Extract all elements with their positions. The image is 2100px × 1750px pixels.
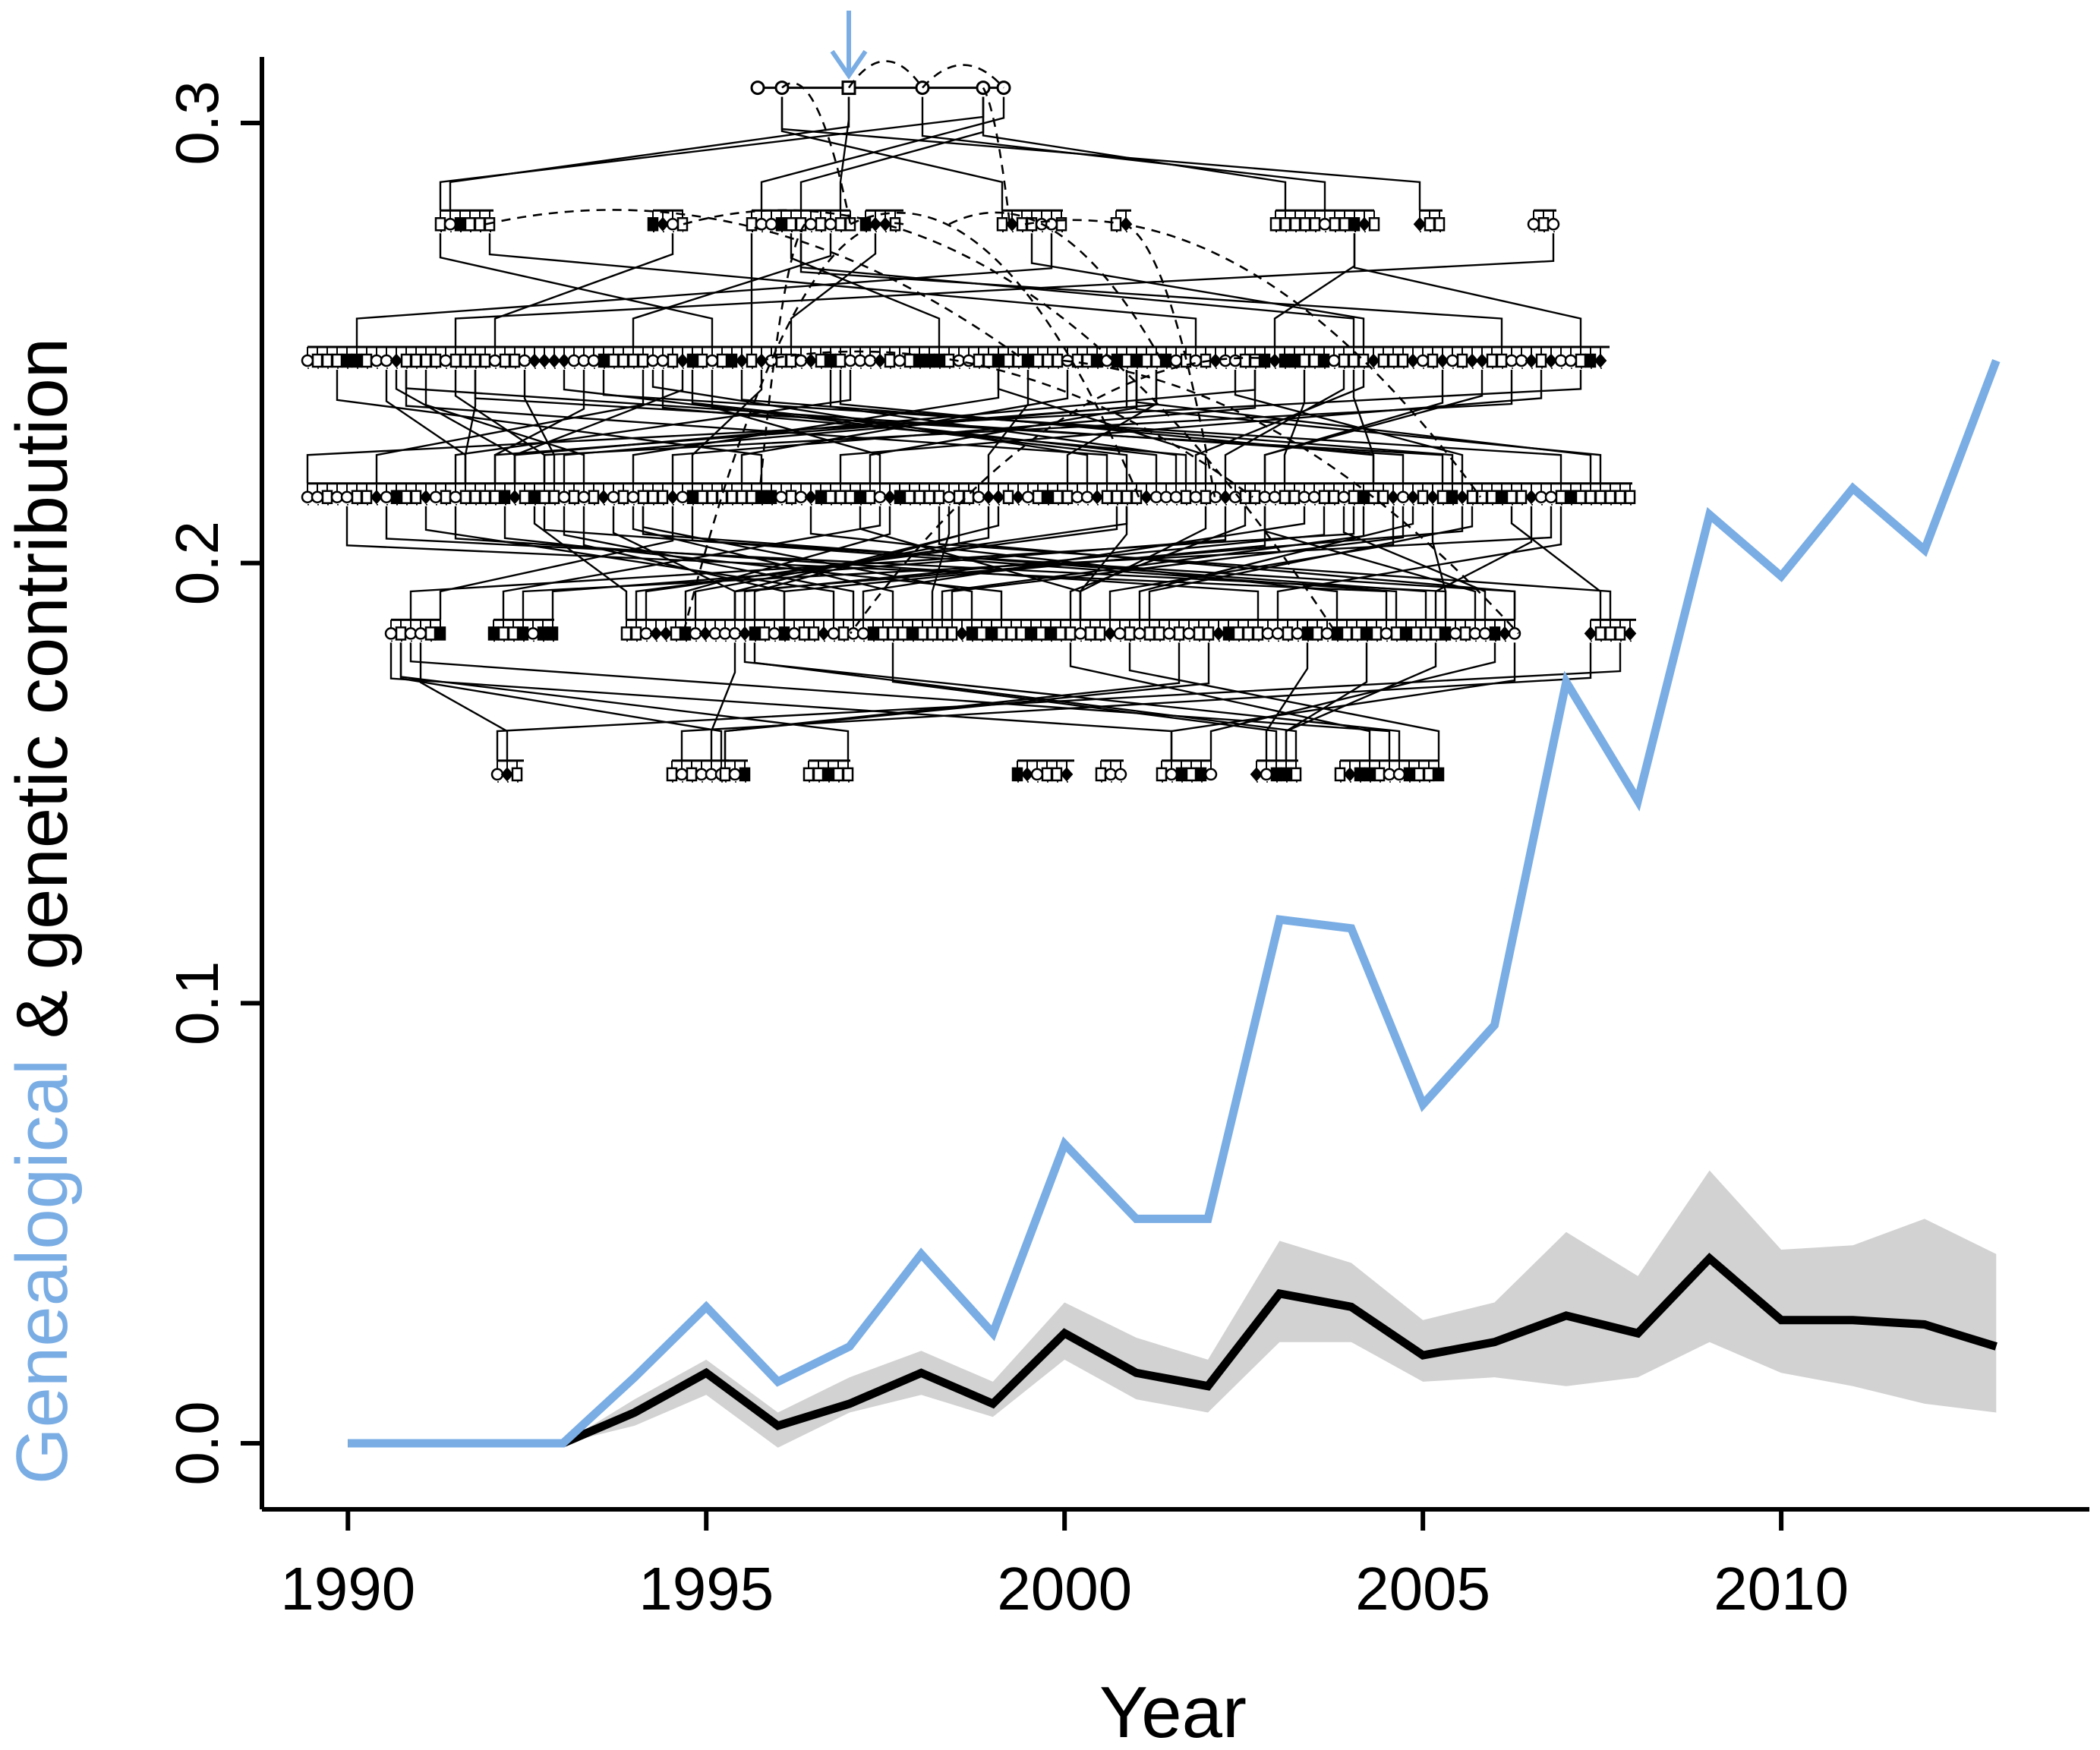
- pedigree-links: [306, 96, 1622, 761]
- y-tick-label: 0.3: [163, 80, 231, 165]
- x-tick-label: 2000: [997, 1555, 1132, 1622]
- pedigree-inset: [301, 11, 1637, 783]
- y-tick-label: 0.2: [163, 521, 231, 605]
- y-axis-title: Genealogical & genetic contribution: [2, 338, 83, 1484]
- y-axis-ticks: 0.0 0.1 0.2 0.3: [163, 80, 262, 1486]
- pedigree-cross-links: [485, 60, 1519, 635]
- y-axis-title-genetic: & genetic contribution: [2, 338, 83, 1059]
- axes: 1990 1995 2000 2005 2010 0.0 0.1 0.2 0.3: [163, 57, 2089, 1622]
- focal-individual-arrowhead: [830, 49, 868, 80]
- x-tick-label: 2010: [1714, 1555, 1849, 1622]
- pedigree-generation-4: [301, 482, 1636, 506]
- pedigree-generation-1: [750, 80, 1011, 96]
- x-tick-label: 1990: [280, 1555, 415, 1622]
- y-tick-label: 0.0: [163, 1401, 231, 1485]
- x-axis-ticks: 1990 1995 2000 2005 2010: [280, 1509, 1849, 1622]
- pedigree-generation-6: [490, 759, 1445, 783]
- x-tick-label: 1995: [639, 1555, 774, 1622]
- genetic-contribution-line: [348, 1253, 1998, 1448]
- pedigree-generation-3: [301, 345, 1610, 369]
- x-axis-title: Year: [1099, 1672, 1247, 1750]
- y-tick-label: 0.1: [163, 961, 231, 1045]
- pedigree-generation-5: [384, 618, 1637, 642]
- y-axis-title-genealogical: Genealogical: [2, 1059, 83, 1484]
- genetic-confidence-band: [348, 1170, 1997, 1448]
- plot-area: [348, 359, 2001, 1448]
- x-tick-label: 2005: [1355, 1555, 1490, 1622]
- pedigree-generation-2: [434, 209, 1560, 233]
- genealogical-contribution-line: [348, 359, 2001, 1448]
